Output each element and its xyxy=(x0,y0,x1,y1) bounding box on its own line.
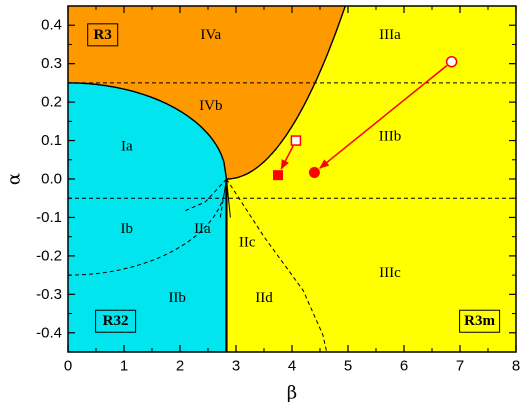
region-label-iva: IVa xyxy=(200,27,221,43)
x-tick-label-6: 6 xyxy=(400,358,408,375)
region-label-iia: IIa xyxy=(194,221,211,237)
x-tick-label-1: 1 xyxy=(120,358,128,375)
phase-regions xyxy=(68,6,516,352)
region-labels: IVa IVb IIIa IIIb IIIc Ia Ib IIa IIb IIc IId R3 R32 R… xyxy=(87,23,501,333)
x-tick-label-7: 7 xyxy=(456,358,464,375)
y-tick-label-3: -0.1 xyxy=(36,209,62,226)
region-label-iic: IIc xyxy=(239,234,256,250)
y-tick-label-5: 0.1 xyxy=(41,132,62,149)
y-tick-label-1: -0.3 xyxy=(36,286,62,303)
phase-label-r3: R3 xyxy=(94,27,112,43)
x-axis-label: β xyxy=(287,383,297,404)
region-label-iid: IId xyxy=(255,290,273,306)
y-tick-label-4: 0.0 xyxy=(41,171,62,188)
phase-label-r32: R32 xyxy=(103,313,129,329)
boundary-r32-curve xyxy=(68,82,228,180)
y-tick-label-8: 0.4 xyxy=(41,17,62,34)
arrow-square xyxy=(280,145,294,170)
dashed-line-4 xyxy=(182,178,227,213)
dashed-line-3 xyxy=(226,178,328,352)
data-markers xyxy=(273,55,458,181)
phase-label-r3m: R3m xyxy=(464,313,495,329)
region-label-ib: Ib xyxy=(121,221,134,237)
region-label-iiia: IIIa xyxy=(379,27,401,43)
open-circle-marker xyxy=(445,55,458,68)
x-tick-label-0: 0 xyxy=(64,358,72,375)
phase-label-box-r3m xyxy=(459,309,501,333)
filled-circle-marker xyxy=(308,166,320,178)
x-tick-label-5: 5 xyxy=(344,358,352,375)
filled-square-marker xyxy=(273,170,283,181)
y-tick-label-0: -0.4 xyxy=(36,324,62,341)
open-square-marker xyxy=(290,135,302,146)
region-R32 xyxy=(68,82,227,352)
y-tick-label-7: 0.3 xyxy=(41,55,62,72)
y-tick-label-6: 0.2 xyxy=(41,94,62,111)
dashed-line-2 xyxy=(68,178,227,276)
phase-label-box-r32 xyxy=(95,309,137,333)
y-axis-label: α xyxy=(4,173,25,185)
region-label-iib: IIb xyxy=(168,290,186,306)
arrow-circle xyxy=(319,64,448,169)
x-tick-label-8: 8 xyxy=(512,358,520,375)
axes: 0 1 2 3 4 5 6 7 8 -0.4 -0.3 -0.2 -0.1 0.0 0.1 0.2 0.3 0.4… xyxy=(4,6,520,404)
region-label-iiic: IIIc xyxy=(379,265,401,281)
boundary-r3-curve xyxy=(226,6,346,180)
region-label-iiib: IIIb xyxy=(379,129,402,145)
x-tick-label-3: 3 xyxy=(232,358,240,375)
x-tick-label-2: 2 xyxy=(176,358,184,375)
phase-boundaries xyxy=(68,6,516,352)
x-tick-label-4: 4 xyxy=(288,358,296,375)
region-label-ia: Ia xyxy=(121,138,133,154)
region-label-ivb: IVb xyxy=(199,98,222,114)
phase-label-box-r3 xyxy=(87,23,119,47)
guide-line-0 xyxy=(225,178,231,218)
region-R3 xyxy=(68,6,346,179)
y-tick-label-2: -0.2 xyxy=(36,247,62,264)
